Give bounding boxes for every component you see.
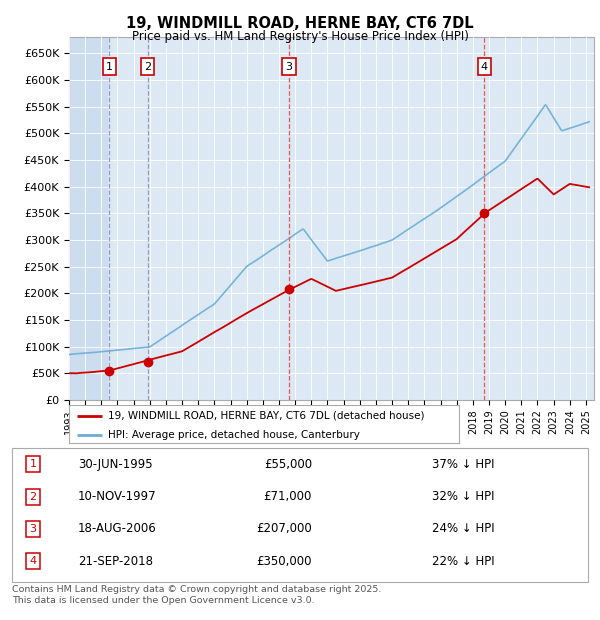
Text: 2: 2 xyxy=(29,492,37,502)
Text: £71,000: £71,000 xyxy=(263,490,312,503)
Text: 30-JUN-1995: 30-JUN-1995 xyxy=(78,458,152,471)
Text: £207,000: £207,000 xyxy=(256,523,312,535)
Bar xyxy=(69,37,108,400)
Text: 32% ↓ HPI: 32% ↓ HPI xyxy=(432,490,494,503)
Text: 1: 1 xyxy=(29,459,37,469)
Text: £350,000: £350,000 xyxy=(257,555,312,567)
Text: 3: 3 xyxy=(29,524,37,534)
Text: 21-SEP-2018: 21-SEP-2018 xyxy=(78,555,153,567)
Text: 19, WINDMILL ROAD, HERNE BAY, CT6 7DL: 19, WINDMILL ROAD, HERNE BAY, CT6 7DL xyxy=(126,16,474,31)
Text: Contains HM Land Registry data © Crown copyright and database right 2025.
This d: Contains HM Land Registry data © Crown c… xyxy=(12,585,382,604)
Text: 4: 4 xyxy=(29,556,37,566)
Text: 24% ↓ HPI: 24% ↓ HPI xyxy=(432,523,494,535)
Text: £55,000: £55,000 xyxy=(264,458,312,471)
Text: 2: 2 xyxy=(144,61,151,71)
Text: 4: 4 xyxy=(481,61,488,71)
Text: 19, WINDMILL ROAD, HERNE BAY, CT6 7DL (detached house): 19, WINDMILL ROAD, HERNE BAY, CT6 7DL (d… xyxy=(108,410,425,420)
Text: 18-AUG-2006: 18-AUG-2006 xyxy=(78,523,157,535)
Text: 1: 1 xyxy=(106,61,113,71)
Text: 3: 3 xyxy=(286,61,293,71)
Text: 37% ↓ HPI: 37% ↓ HPI xyxy=(432,458,494,471)
Text: 10-NOV-1997: 10-NOV-1997 xyxy=(78,490,157,503)
Text: 22% ↓ HPI: 22% ↓ HPI xyxy=(432,555,494,567)
Text: Price paid vs. HM Land Registry's House Price Index (HPI): Price paid vs. HM Land Registry's House … xyxy=(131,30,469,43)
Text: HPI: Average price, detached house, Canterbury: HPI: Average price, detached house, Cant… xyxy=(108,430,360,440)
